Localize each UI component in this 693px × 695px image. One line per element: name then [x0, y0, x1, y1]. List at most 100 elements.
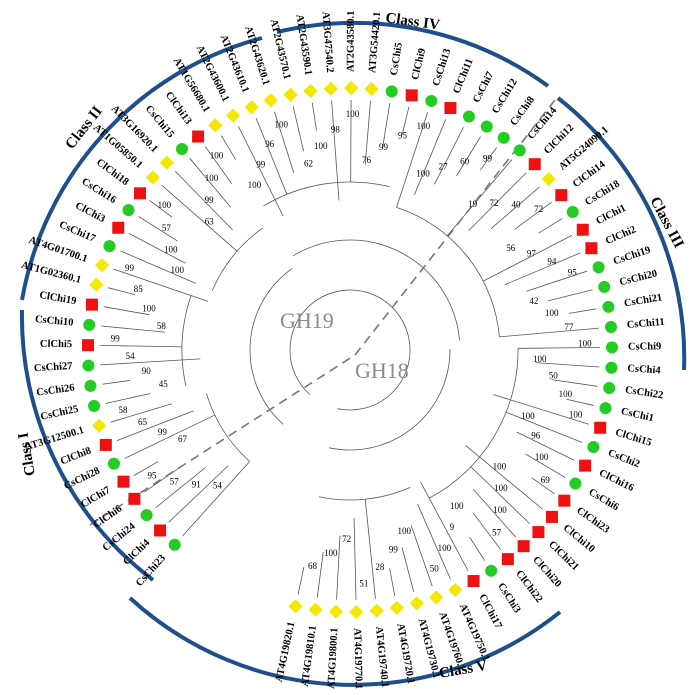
bootstrap-value: 98 — [331, 125, 341, 135]
class-arc-class-i — [19, 309, 155, 582]
tree-branch — [206, 393, 250, 462]
tree-branch — [479, 147, 497, 171]
leaf-label: CsChi16 — [79, 176, 117, 206]
leaf-marker-diamond — [364, 81, 379, 96]
leaf-label: ClChi3 — [73, 200, 107, 225]
bootstrap-value: 100 — [535, 452, 549, 462]
bootstrap-value: 19 — [468, 199, 478, 209]
tree-branch — [401, 547, 415, 592]
leaf-marker-circle — [497, 131, 510, 144]
leaf-label: AT1G02360.1 — [20, 260, 82, 286]
tree-branch — [331, 100, 340, 201]
bootstrap-value: 100 — [416, 169, 430, 179]
leaf-label: AT4G19800.1 — [326, 627, 340, 689]
bootstrap-value: 40 — [512, 200, 522, 210]
leaf-label: ClChi1 — [594, 203, 628, 228]
leaf-label: ClChi6 — [92, 503, 125, 530]
bootstrap-value: 90 — [142, 366, 152, 376]
bootstrap-value: 94 — [547, 257, 557, 267]
tree-branch — [263, 181, 390, 207]
bootstrap-value: 72 — [534, 204, 543, 214]
leaf-marker-circle — [103, 240, 116, 253]
leaf-marker-circle — [462, 110, 475, 123]
leaf-marker-square — [117, 475, 130, 488]
bootstrap-value: 100 — [398, 526, 412, 536]
class-label-class-iii: Class III — [646, 194, 686, 251]
family-label-gh18: GH18 — [355, 358, 409, 383]
class-arc-class-v — [128, 596, 562, 687]
leaf-label: ClChi4 — [121, 537, 152, 568]
tree-branch — [168, 465, 229, 523]
bootstrap-value: 100 — [493, 462, 507, 472]
leaf-label: ClChi9 — [410, 47, 428, 81]
leaf-label: AT2G43580.1 — [346, 11, 357, 72]
tree-branch — [472, 489, 516, 538]
leaf-marker-square — [112, 221, 125, 234]
tree-branch — [181, 295, 192, 386]
bootstrap-value: 99 — [483, 153, 493, 163]
leaf-label: CsChi3 — [495, 581, 522, 615]
tree-branch — [420, 482, 469, 571]
bootstrap-value: 72 — [489, 198, 498, 208]
leaf-marker-diamond — [389, 600, 404, 615]
tree-branch — [526, 270, 588, 292]
tree-branch — [547, 289, 593, 302]
bootstrap-value: 58 — [119, 405, 129, 415]
bootstrap-value: 100 — [170, 265, 184, 275]
bootstrap-value: 96 — [265, 139, 275, 149]
leaf-marker-square — [82, 339, 95, 352]
tree-branch — [255, 118, 288, 195]
tree-branch — [189, 157, 232, 208]
tree-branch — [211, 227, 264, 291]
class-arc-class-iv — [276, 20, 550, 88]
tree-branch — [517, 347, 600, 349]
leaf-marker-diamond — [288, 599, 303, 614]
tree-branch — [249, 268, 293, 425]
bootstrap-value: 99 — [379, 142, 389, 152]
leaf-marker-square — [576, 223, 589, 236]
bootstrap-value: 67 — [178, 434, 188, 444]
leaf-label: CsChi7 — [471, 70, 496, 105]
leaf-marker-circle — [140, 509, 153, 522]
leaf-label: CsChi27 — [34, 361, 73, 374]
bootstrap-value: 100 — [521, 411, 535, 421]
tree-branch — [124, 414, 216, 459]
tree-branch — [382, 103, 391, 149]
bootstrap-value: 100 — [578, 338, 592, 348]
bootstrap-value: 91 — [192, 480, 201, 490]
tree-branch — [128, 233, 186, 264]
tree-branch — [274, 111, 295, 173]
tree-branch — [472, 512, 501, 550]
tree-branch — [514, 201, 552, 230]
bootstrap-value: 100 — [494, 483, 508, 493]
leaf-marker-diamond — [244, 100, 259, 115]
bootstrap-value: 77 — [564, 322, 574, 332]
bootstrap-value: 96 — [531, 431, 541, 441]
bootstrap-value: 50 — [430, 563, 440, 573]
leaf-label: CsChi4 — [627, 363, 662, 376]
leaf-label: AT4G19770.1 — [351, 628, 363, 690]
bootstrap-value: 57 — [170, 476, 180, 486]
leaf-label: CsChi12 — [490, 77, 519, 116]
bootstrap-value: 57 — [492, 528, 502, 538]
tree-branch — [493, 394, 589, 425]
leaf-label: CsChi11 — [626, 317, 665, 331]
leaf-marker-square — [545, 510, 558, 523]
tree-branch — [204, 146, 233, 185]
tree-branch — [144, 465, 183, 493]
bootstrap-value: 95 — [398, 130, 408, 140]
tree-branch — [525, 453, 566, 478]
leaf-marker-diamond — [541, 172, 556, 187]
bootstrap-value: 85 — [134, 284, 144, 294]
leaf-marker-diamond — [308, 602, 323, 617]
leaf-marker-square — [558, 494, 571, 507]
leaf-marker-circle — [480, 120, 493, 133]
tree-branches — [100, 100, 600, 600]
leaf-label: ClChi8 — [59, 446, 93, 468]
species-markers — [82, 80, 618, 619]
tree-branch — [297, 567, 305, 595]
tree-branch — [220, 135, 237, 160]
bootstrap-value: 58 — [157, 321, 167, 331]
leaf-label: CsChi21 — [623, 292, 663, 309]
tree-branch — [174, 170, 233, 231]
